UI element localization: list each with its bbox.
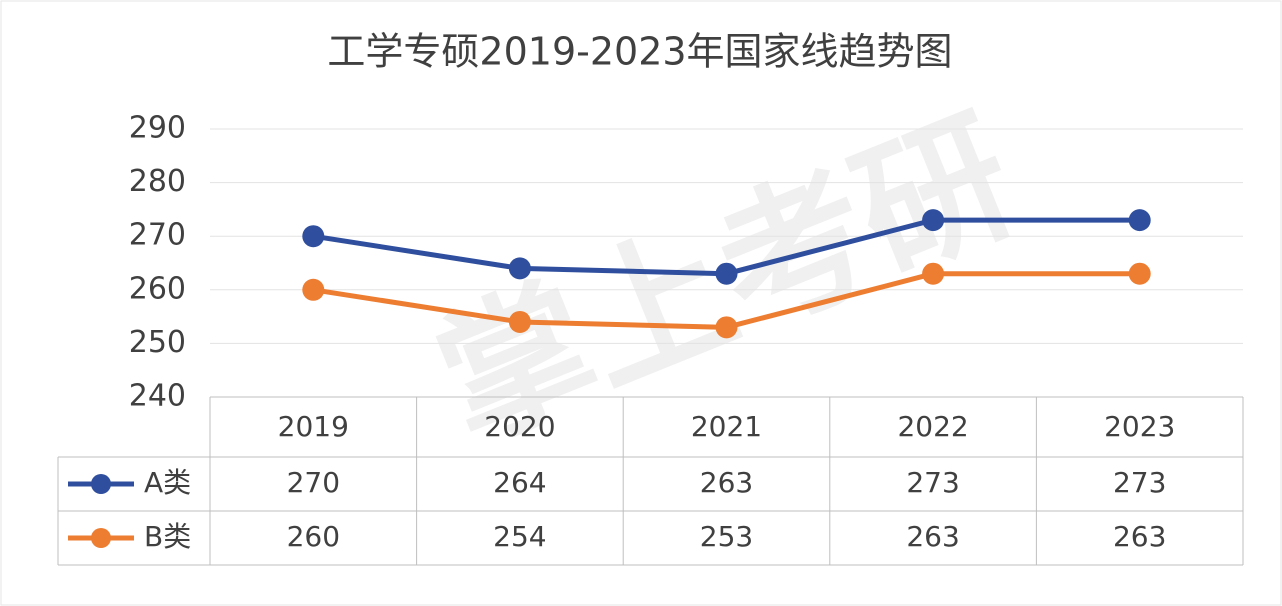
- x-tick-label: 2022: [897, 410, 968, 443]
- y-tick-label: 250: [129, 325, 186, 360]
- y-tick-label: 290: [129, 111, 186, 146]
- marker: [302, 225, 325, 248]
- legend-marker: [91, 528, 111, 548]
- table-value: 260: [287, 520, 340, 553]
- marker: [922, 209, 945, 232]
- marker: [302, 278, 325, 301]
- table-value: 263: [906, 520, 959, 553]
- table-value: 264: [493, 466, 546, 499]
- table-value: 263: [700, 466, 753, 499]
- y-tick-label: 270: [129, 218, 186, 253]
- marker: [508, 310, 531, 333]
- x-tick-label: 2023: [1104, 410, 1175, 443]
- marker: [1128, 262, 1151, 285]
- y-tick-label: 240: [129, 379, 186, 414]
- table-value: 270: [287, 466, 340, 499]
- table-value: 254: [493, 520, 546, 553]
- table-value: 263: [1113, 520, 1166, 553]
- marker: [715, 316, 738, 339]
- legend-marker: [91, 474, 111, 494]
- y-tick-label: 260: [129, 271, 186, 306]
- table-value: 273: [1113, 466, 1166, 499]
- table-value: 273: [906, 466, 959, 499]
- marker: [715, 262, 738, 285]
- y-tick-label: 280: [129, 164, 186, 199]
- x-tick-label: 2021: [691, 410, 762, 443]
- marker: [922, 262, 945, 285]
- chart-title: 工学专硕2019-2023年国家线趋势图: [327, 30, 952, 74]
- table-value: 253: [700, 520, 753, 553]
- x-tick-label: 2019: [278, 410, 349, 443]
- legend-label: B类: [144, 520, 191, 553]
- x-tick-label: 2020: [484, 410, 555, 443]
- marker: [1128, 209, 1151, 232]
- marker: [508, 257, 531, 280]
- legend-label: A类: [144, 466, 191, 499]
